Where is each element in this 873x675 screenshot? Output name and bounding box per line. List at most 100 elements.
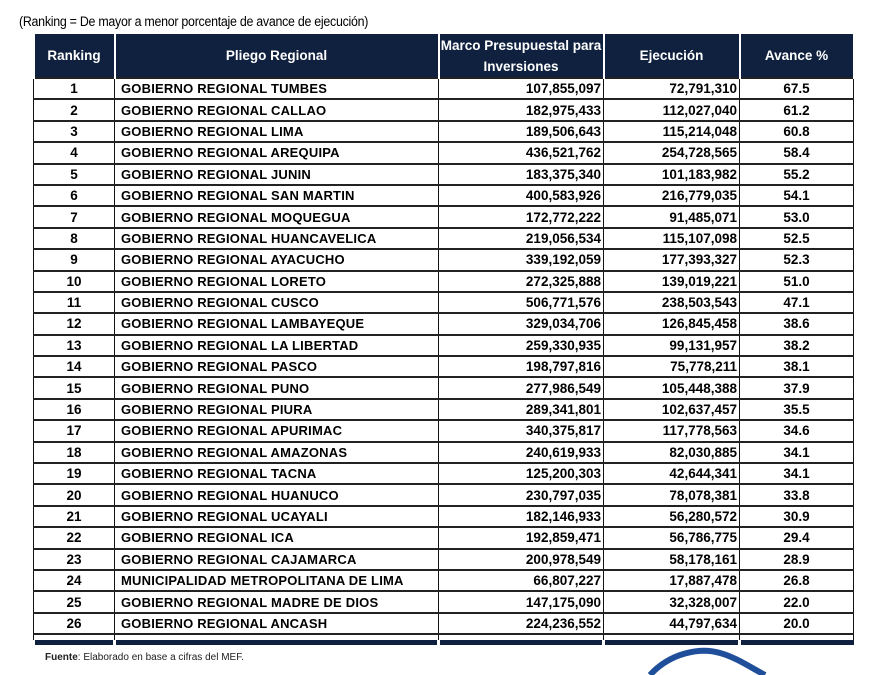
cell-ranking: 7 xyxy=(33,205,115,229)
table-row: 16 GOBIERNO REGIONAL PIURA 289,341,801 102,… xyxy=(33,397,854,421)
cell-ranking: 25 xyxy=(33,590,115,614)
cell-avance: 52.5 xyxy=(739,226,854,250)
table-row: 12 GOBIERNO REGIONAL LAMBAYEQUE 329,034,70… xyxy=(33,312,854,336)
cell-marco: 200,978,549 xyxy=(438,547,604,571)
cell-marco: 340,375,817 xyxy=(438,419,604,443)
cell-avance: 38.6 xyxy=(739,312,854,336)
cell-ejecucion: 177,393,327 xyxy=(603,248,740,272)
table-row: 4 GOBIERNO REGIONAL AREQUIPA 436,521,762 25… xyxy=(33,141,854,165)
cell-ranking: 13 xyxy=(33,333,115,357)
cell-ejecucion: 32,328,007 xyxy=(603,590,740,614)
cell-avance: 47.1 xyxy=(739,290,854,314)
cell-ranking: 18 xyxy=(33,440,115,464)
header-ranking: Ranking xyxy=(32,34,116,78)
cell-avance: 60.8 xyxy=(739,119,854,143)
cell-avance: 35.5 xyxy=(739,397,854,421)
cell-marco: 224,236,552 xyxy=(438,611,604,635)
cell-ranking: 17 xyxy=(33,419,115,443)
cell-avance: 22.0 xyxy=(739,590,854,614)
cell-pliego: GOBIERNO REGIONAL JUNIN xyxy=(114,162,439,186)
cell-marco: 189,506,643 xyxy=(438,119,604,143)
cell-avance: 55.2 xyxy=(739,162,854,186)
table-row: 8 GOBIERNO REGIONAL HUANCAVELICA 219,056,5… xyxy=(33,226,854,250)
cell-marco: 147,175,090 xyxy=(438,590,604,614)
cell-pliego: GOBIERNO REGIONAL MADRE DE DIOS xyxy=(114,590,439,614)
cell-pliego: GOBIERNO REGIONAL LAMBAYEQUE xyxy=(114,312,439,336)
cell-ranking: 16 xyxy=(33,397,115,421)
cell-pliego: GOBIERNO REGIONAL APURIMAC xyxy=(114,419,439,443)
cell-ejecucion: 112,027,040 xyxy=(603,98,740,122)
table-row: 11 GOBIERNO REGIONAL CUSCO 506,771,576 238,… xyxy=(33,290,854,314)
cell-ejecucion: 99,131,957 xyxy=(603,333,740,357)
cell-pliego: GOBIERNO REGIONAL PIURA xyxy=(114,397,439,421)
cell-marco: 198,797,816 xyxy=(438,355,604,378)
cell-marco: 272,325,888 xyxy=(438,269,604,293)
table-row: 6 GOBIERNO REGIONAL SAN MARTIN 400,583,926… xyxy=(33,183,854,207)
cell-ranking: 20 xyxy=(33,483,115,507)
cell-avance: 67.5 xyxy=(739,76,854,100)
cell-ranking: 26 xyxy=(33,611,115,635)
table-row: 5 GOBIERNO REGIONAL JUNIN 183,375,340 101,1… xyxy=(33,162,854,186)
cell-pliego: GOBIERNO REGIONAL MOQUEGUA xyxy=(114,205,439,229)
ranking-note: (Ranking = De mayor a menor porcentaje d… xyxy=(19,14,369,29)
cell-pliego: GOBIERNO REGIONAL LORETO xyxy=(114,269,439,293)
cell-pliego: GOBIERNO REGIONAL AYACUCHO xyxy=(114,248,439,272)
cell-ranking: 8 xyxy=(33,226,115,250)
cell-avance: 29.4 xyxy=(739,526,854,550)
cell-marco: 125,200,303 xyxy=(438,462,604,485)
cell-ejecucion: 91,485,071 xyxy=(603,205,740,229)
cell-ejecucion: 72,791,310 xyxy=(603,76,740,100)
cell-ranking: 12 xyxy=(33,312,115,336)
cell-ranking: 21 xyxy=(33,504,115,528)
cell-marco: 192,859,471 xyxy=(438,526,604,550)
cell-ejecucion: 117,778,563 xyxy=(603,419,740,443)
cell-pliego: GOBIERNO REGIONAL HUANUCO xyxy=(114,483,439,507)
header-pliego-regional: Pliego Regional xyxy=(113,34,440,78)
table-row: 7 GOBIERNO REGIONAL MOQUEGUA 172,772,222 91… xyxy=(33,205,854,229)
table-row: 14 GOBIERNO REGIONAL PASCO 198,797,816 75,7… xyxy=(33,355,854,378)
table-row: 1 GOBIERNO REGIONAL TUMBES 107,855,097 72,7… xyxy=(33,76,854,100)
cell-ejecucion: 75,778,211 xyxy=(603,355,740,378)
cell-ejecucion: 102,637,457 xyxy=(603,397,740,421)
footer-cell xyxy=(739,633,854,641)
cell-marco: 183,375,340 xyxy=(438,162,604,186)
cell-marco: 436,521,762 xyxy=(438,141,604,165)
table-row: 23 GOBIERNO REGIONAL CAJAMARCA 200,978,549… xyxy=(33,547,854,571)
footer-cell xyxy=(32,640,115,646)
cell-ranking: 15 xyxy=(33,376,115,400)
table-row: 22 GOBIERNO REGIONAL ICA 192,859,471 56,786… xyxy=(33,526,854,550)
table-row: 9 GOBIERNO REGIONAL AYACUCHO 339,192,059 17… xyxy=(33,248,854,272)
table-row: 15 GOBIERNO REGIONAL PUNO 277,986,549 105,4… xyxy=(33,376,854,400)
table-row: 17 GOBIERNO REGIONAL APURIMAC 340,375,817 1… xyxy=(33,419,854,443)
cell-avance: 30.9 xyxy=(739,504,854,528)
cell-ejecucion: 105,448,388 xyxy=(603,376,740,400)
cell-marco: 182,975,433 xyxy=(438,98,604,122)
table-row: 19 GOBIERNO REGIONAL TACNA 125,200,303 42,6… xyxy=(33,462,854,485)
cell-marco: 107,855,097 xyxy=(438,76,604,100)
cell-pliego: GOBIERNO REGIONAL LA LIBERTAD xyxy=(114,333,439,357)
cell-ejecucion: 139,019,221 xyxy=(603,269,740,293)
table-row: 10 GOBIERNO REGIONAL LORETO 272,325,888 139… xyxy=(33,269,854,293)
cell-pliego: GOBIERNO REGIONAL UCAYALI xyxy=(114,504,439,528)
cell-pliego: GOBIERNO REGIONAL TUMBES xyxy=(114,76,439,100)
cell-ejecucion: 58,178,161 xyxy=(603,547,740,571)
cell-ejecucion: 115,107,098 xyxy=(603,226,740,250)
cell-pliego: GOBIERNO REGIONAL AMAZONAS xyxy=(114,440,439,464)
header-avance: Avance % xyxy=(738,34,855,78)
cell-pliego: GOBIERNO REGIONAL SAN MARTIN xyxy=(114,183,439,207)
cell-avance: 37.9 xyxy=(739,376,854,400)
cell-avance: 34.1 xyxy=(739,462,854,485)
cell-marco: 277,986,549 xyxy=(438,376,604,400)
cell-ejecucion: 254,728,565 xyxy=(603,141,740,165)
cell-ranking: 5 xyxy=(33,162,115,186)
cell-ejecucion: 56,786,775 xyxy=(603,526,740,550)
cell-avance: 38.1 xyxy=(739,355,854,378)
cell-ranking: 10 xyxy=(33,269,115,293)
cell-ejecucion: 115,214,048 xyxy=(603,119,740,143)
cell-ranking: 11 xyxy=(33,290,115,314)
table-row: 26 GOBIERNO REGIONAL ANCASH 224,236,552 44,… xyxy=(33,611,854,635)
cell-pliego: GOBIERNO REGIONAL PASCO xyxy=(114,355,439,378)
ranking-table: Ranking Pliego Regional Marco Presupuest… xyxy=(32,34,855,646)
cell-ejecucion: 238,503,543 xyxy=(603,290,740,314)
cell-marco: 219,056,534 xyxy=(438,226,604,250)
